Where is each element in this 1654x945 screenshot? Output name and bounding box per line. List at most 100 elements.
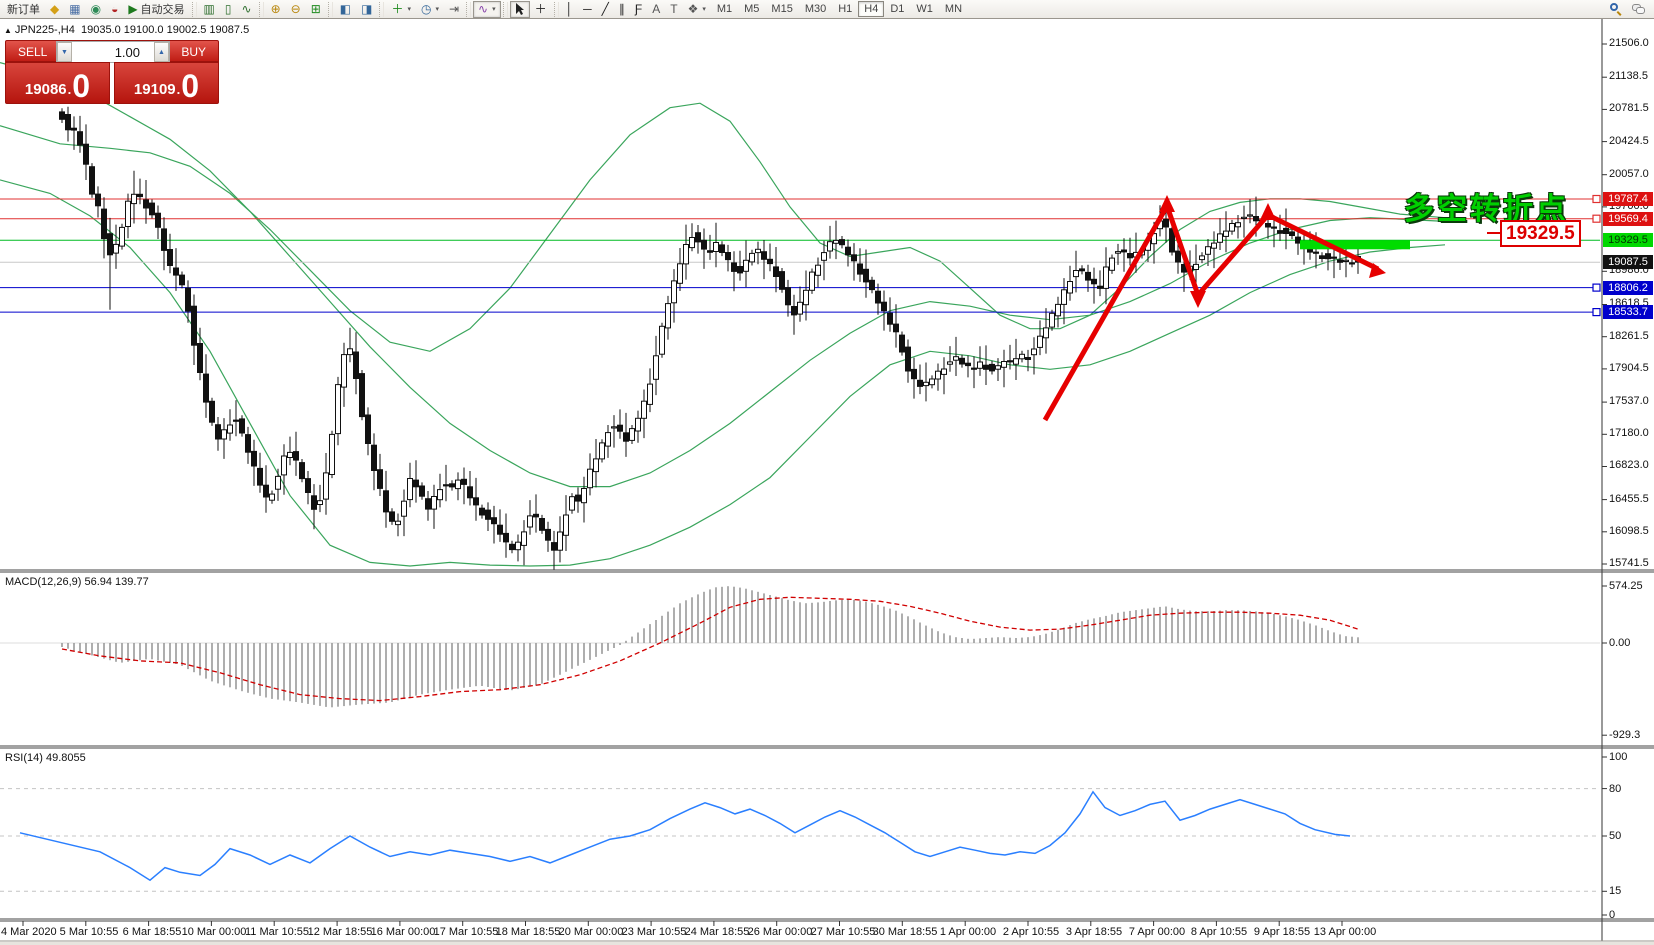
timeframe-m5[interactable]: M5 — [744, 3, 760, 15]
toolbar-separator — [553, 1, 559, 17]
time-axis-label: 4 Mar 2020 — [1, 926, 57, 938]
candle-body — [1031, 348, 1037, 356]
timeframe-d1[interactable]: D1 — [890, 3, 905, 15]
price-axis-tick-label: 21506.0 — [1609, 37, 1649, 49]
dropdown-caret-icon[interactable]: ▾ — [435, 6, 439, 13]
crosshair-icon: ＋ — [534, 2, 547, 16]
zigzag-arrowhead-icon — [1369, 263, 1386, 278]
candle-body — [209, 400, 215, 423]
arrange-charts-icon[interactable]: ◧ — [335, 1, 356, 18]
zoom-in-icon[interactable]: ⊕ — [266, 1, 286, 18]
tile-windows-icon[interactable]: ⊞ — [306, 1, 326, 18]
candle-body — [95, 193, 101, 207]
time-axis-label: 27 Mar 10:55 — [810, 926, 876, 938]
arrange-cascade-icon[interactable]: ◨ — [356, 1, 377, 18]
autotrading-button[interactable]: ▶ 自动交易 — [123, 1, 189, 18]
rsi-axis-label: 15 — [1609, 885, 1622, 897]
sell-price-main: 19086 — [24, 81, 67, 98]
indicators-icon[interactable]: ∿ ▾ — [473, 0, 501, 18]
horizontal-line-icon[interactable]: ─ — [578, 1, 597, 18]
volume-down-button[interactable]: ▼ — [57, 42, 72, 62]
search-icon[interactable] — [1610, 3, 1622, 16]
candle-body — [701, 239, 707, 250]
candle-body — [851, 254, 857, 262]
volume-up-button[interactable]: ▲ — [154, 42, 169, 62]
timeframe-w1[interactable]: W1 — [916, 3, 933, 15]
chart-shift-icon[interactable]: ⇥ — [444, 1, 464, 18]
navigator-icon[interactable]: ◉ — [86, 1, 106, 18]
new-order-button[interactable]: 新订单 — [2, 1, 45, 18]
candle-body — [407, 478, 413, 501]
dropdown-caret-icon[interactable]: ▾ — [702, 6, 706, 13]
candle-body — [533, 513, 539, 518]
time-axis-label: 2 Apr 10:55 — [1002, 926, 1060, 938]
candle-body — [275, 475, 281, 490]
symbol-marker-icon: ▲ — [4, 26, 12, 35]
candle-body — [167, 249, 173, 266]
candle-body — [1061, 289, 1067, 305]
support-highlight-bar[interactable] — [1300, 240, 1410, 250]
candle-body — [791, 306, 797, 316]
time-axis-label: 1 Apr 00:00 — [939, 926, 997, 938]
main-toolbar: 新订单 ◆ ▦ ◉ ◒ ▶ 自动交易 ▥ ▯ ∿ ⊕ ⊖ ⊞ ◧ ◨ ＋ ▾ ◷ ▾ ⇥ ∿ ▾ ＋ │ ─ ╱ ∥ Ƒ A T ❖ ▾ M1 M… — [0, 0, 1654, 19]
layers-icon[interactable]: ◆ — [45, 1, 64, 18]
sell-price-button[interactable]: 19086. 0 — [5, 62, 110, 104]
candle-body — [647, 383, 653, 405]
candle-body — [1229, 223, 1235, 232]
candle-body — [503, 532, 509, 543]
candlestick-chart-icon[interactable]: ▯ — [220, 1, 237, 18]
timeframe-h4[interactable]: H4 — [858, 1, 885, 17]
vertical-line-icon[interactable]: │ — [561, 1, 579, 18]
market-watch-icon[interactable]: ▦ — [64, 1, 85, 18]
bar-chart-icon[interactable]: ▥ — [199, 1, 220, 18]
candle-body — [137, 193, 143, 198]
cursor-icon[interactable] — [509, 0, 530, 18]
new-chart-icon[interactable]: ＋ ▾ — [386, 1, 416, 18]
history-center-icon[interactable]: ◒ — [106, 1, 123, 18]
price-axis-tick-label: 20057.0 — [1609, 168, 1649, 180]
line-chart-icon[interactable]: ∿ — [237, 1, 257, 18]
timeframe-h1[interactable]: H1 — [838, 3, 853, 15]
timeframe-m30[interactable]: M30 — [804, 3, 827, 15]
cursor-arrow-icon — [515, 3, 524, 15]
buy-button[interactable]: BUY — [181, 45, 206, 59]
candle-body — [683, 244, 689, 265]
shapes-icon[interactable]: ❖ ▾ — [683, 1, 711, 18]
timeframe-m1[interactable]: M1 — [716, 3, 733, 15]
fibonacci-icon[interactable]: Ƒ — [630, 1, 647, 18]
level-line-anchor[interactable] — [1592, 283, 1601, 292]
candle-body — [839, 239, 845, 246]
channel-icon[interactable]: ∥ — [614, 1, 630, 18]
timeframe-m15[interactable]: M15 — [771, 3, 793, 15]
text-label-icon[interactable]: T — [665, 1, 682, 18]
period-clock-icon[interactable]: ◷ ▾ — [416, 1, 444, 18]
candle-body — [1013, 358, 1019, 365]
timeframe-mn[interactable]: MN — [944, 3, 963, 15]
price-axis-tick-label: 20424.5 — [1609, 135, 1649, 147]
zoom-out-icon[interactable]: ⊖ — [286, 1, 306, 18]
level-line-anchor[interactable] — [1592, 214, 1601, 223]
crosshair-icon[interactable]: ＋ — [530, 1, 552, 18]
price-callout-label[interactable]: 19329.5 — [1500, 220, 1581, 247]
candle-body — [395, 520, 401, 526]
candle-body — [629, 428, 635, 441]
candle-body — [569, 496, 575, 511]
volume-value[interactable]: 1.00 — [114, 44, 140, 60]
sell-button[interactable]: SELL — [18, 45, 48, 59]
period-clock-icon: ◷ — [420, 2, 432, 16]
candle-body — [641, 400, 647, 419]
level-line-anchor[interactable] — [1592, 308, 1601, 317]
time-axis-label: 16 Mar 00:00 — [370, 926, 436, 938]
dropdown-caret-icon[interactable]: ▾ — [407, 6, 411, 13]
buy-price-button[interactable]: 19109. 0 — [114, 62, 219, 104]
candle-body — [401, 500, 407, 517]
volume-stepper[interactable]: ▼ 1.00 ▲ — [56, 41, 170, 63]
macd-indicator-label: MACD(12,26,9) 56.94 139.77 — [5, 576, 149, 588]
chat-icon[interactable] — [1632, 3, 1646, 15]
candle-body — [77, 131, 83, 146]
level-line-anchor[interactable] — [1592, 194, 1601, 204]
dropdown-caret-icon[interactable]: ▾ — [492, 6, 496, 13]
trendline-icon[interactable]: ╱ — [597, 1, 614, 18]
text-icon[interactable]: A — [647, 1, 665, 18]
